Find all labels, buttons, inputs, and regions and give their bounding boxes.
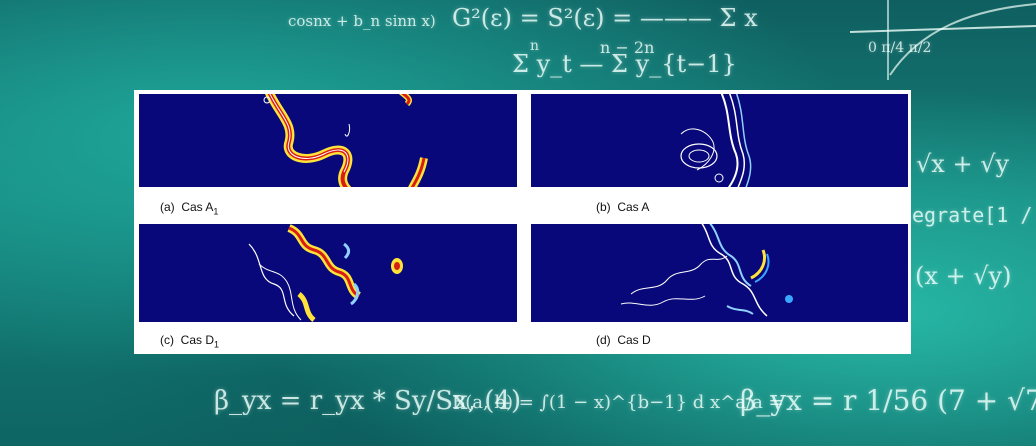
caption-a-label: Cas A bbox=[181, 200, 214, 214]
formula-variance: G²(ε) = S²(ε) = ——— Σ x bbox=[452, 4, 758, 32]
subfigure-c bbox=[139, 224, 517, 322]
subfigure-a bbox=[139, 94, 517, 187]
formula-beta-function: B(a, b) = ∫(1 − x)^{b−1} d x^a/a = bbox=[452, 392, 784, 413]
caption-b: (b) Cas A bbox=[596, 200, 649, 214]
formula-denominator: n − 2n bbox=[600, 38, 655, 57]
subfigure-d bbox=[531, 224, 908, 322]
chalk-graph bbox=[850, 0, 1036, 80]
caption-c-sub: 1 bbox=[214, 339, 220, 350]
formula-fourier: cosnx + b_n sinn x) bbox=[288, 12, 436, 30]
caption-a-sub: 1 bbox=[213, 206, 219, 217]
caption-c-label: Cas D bbox=[180, 333, 215, 347]
caption-a-letter: (a) bbox=[160, 200, 175, 214]
caption-d-label: Cas D bbox=[617, 333, 651, 347]
caption-b-label: Cas A bbox=[617, 200, 650, 214]
subfigure-b bbox=[531, 94, 908, 187]
formula-sums: Σ y_t — Σ y_{t−1} bbox=[512, 50, 737, 78]
caption-a: (a) Cas A1 bbox=[160, 200, 218, 216]
formula-sqrt: √x + √y bbox=[916, 150, 1010, 178]
formula-integrate: egrate[1 / bbox=[912, 203, 1033, 227]
formula-paren: (x + √y) bbox=[915, 262, 1012, 290]
caption-c: (c) Cas D1 bbox=[160, 333, 219, 349]
formula-beta-2: β_yx = r 1/56 (7 + √7(− bbox=[740, 384, 1036, 417]
formula-axis-ticks: 0 π/4 π/2 bbox=[868, 40, 932, 56]
caption-d-letter: (d) bbox=[596, 333, 611, 347]
formula-beta-1: β_yx = r_yx * Sy/Sx, (4) bbox=[214, 386, 522, 416]
figure-panel: (a) Cas A1 (b) Cas A (c) bbox=[134, 90, 911, 354]
formula-sum-index: n bbox=[530, 38, 540, 54]
caption-d: (d) Cas D bbox=[596, 333, 651, 347]
caption-c-letter: (c) bbox=[160, 333, 174, 347]
caption-b-letter: (b) bbox=[596, 200, 611, 214]
